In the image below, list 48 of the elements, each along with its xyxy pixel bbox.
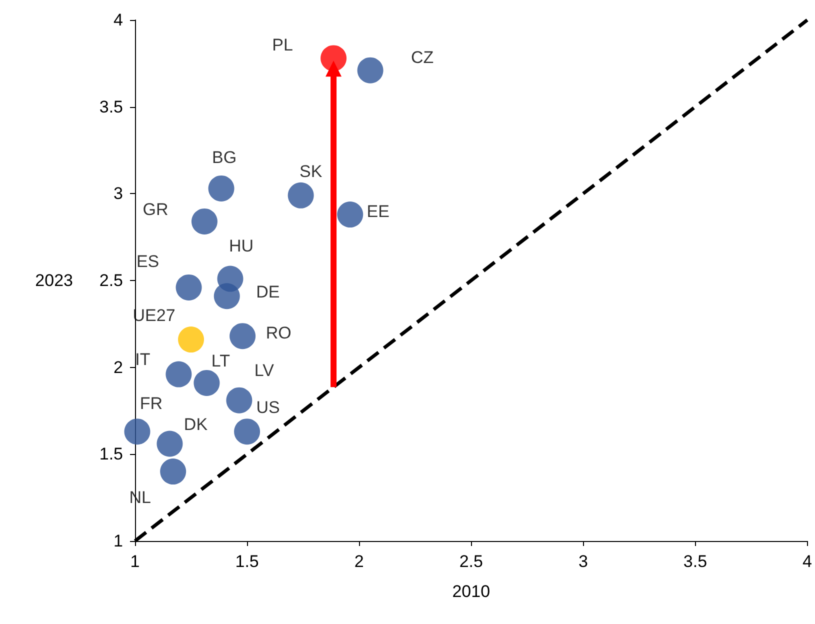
series-label: SK — [299, 162, 323, 181]
point — [178, 326, 204, 353]
y-tick-label: 4 — [114, 10, 123, 30]
series-label: HU — [228, 236, 254, 256]
x-tick-label: 2 — [354, 552, 364, 571]
series-label: BG — [212, 148, 237, 167]
y-tick-label: 3.5 — [99, 97, 123, 116]
series-label: EE — [366, 202, 390, 222]
point — [124, 418, 150, 445]
y-axis-title: 2023 — [35, 271, 73, 290]
point — [226, 387, 252, 414]
point — [166, 361, 192, 388]
series-label: DE — [256, 282, 280, 302]
point — [156, 430, 183, 457]
point — [194, 370, 220, 396]
y-tick-label: 2 — [114, 358, 123, 377]
series-label: GR — [142, 200, 168, 219]
point — [234, 418, 260, 445]
point — [337, 202, 364, 228]
series-label: US — [256, 398, 280, 418]
x-tick-label: 3 — [578, 552, 588, 571]
series-label: FR — [140, 394, 163, 414]
point — [208, 175, 234, 202]
point — [357, 57, 384, 84]
y-tick-label: 1 — [114, 532, 123, 550]
x-tick-label: 3.5 — [683, 552, 708, 571]
x-tick-label: 1.5 — [235, 552, 259, 571]
point — [176, 274, 202, 300]
y-tick-label: 2.5 — [99, 271, 123, 290]
series-label: LT — [211, 351, 230, 370]
y-tick-label: 1.5 — [99, 444, 123, 464]
point — [288, 182, 314, 208]
series-label: LV — [254, 360, 275, 380]
series-label: ES — [136, 252, 160, 271]
point — [214, 283, 240, 310]
series-label: PL — [272, 36, 293, 55]
series-label: CZ — [410, 48, 434, 67]
point — [230, 323, 256, 350]
x-tick-label: 4 — [802, 552, 812, 571]
y-tick-label: 3 — [114, 184, 123, 204]
series-label: RO — [266, 324, 292, 343]
series-label: DK — [184, 415, 208, 434]
x-tick-label: 2.5 — [459, 552, 483, 571]
series-label: IT — [135, 350, 150, 369]
x-tick-label: 1 — [130, 552, 140, 571]
point — [160, 458, 186, 485]
x-axis-title: 2010 — [452, 582, 490, 601]
point — [191, 208, 218, 234]
